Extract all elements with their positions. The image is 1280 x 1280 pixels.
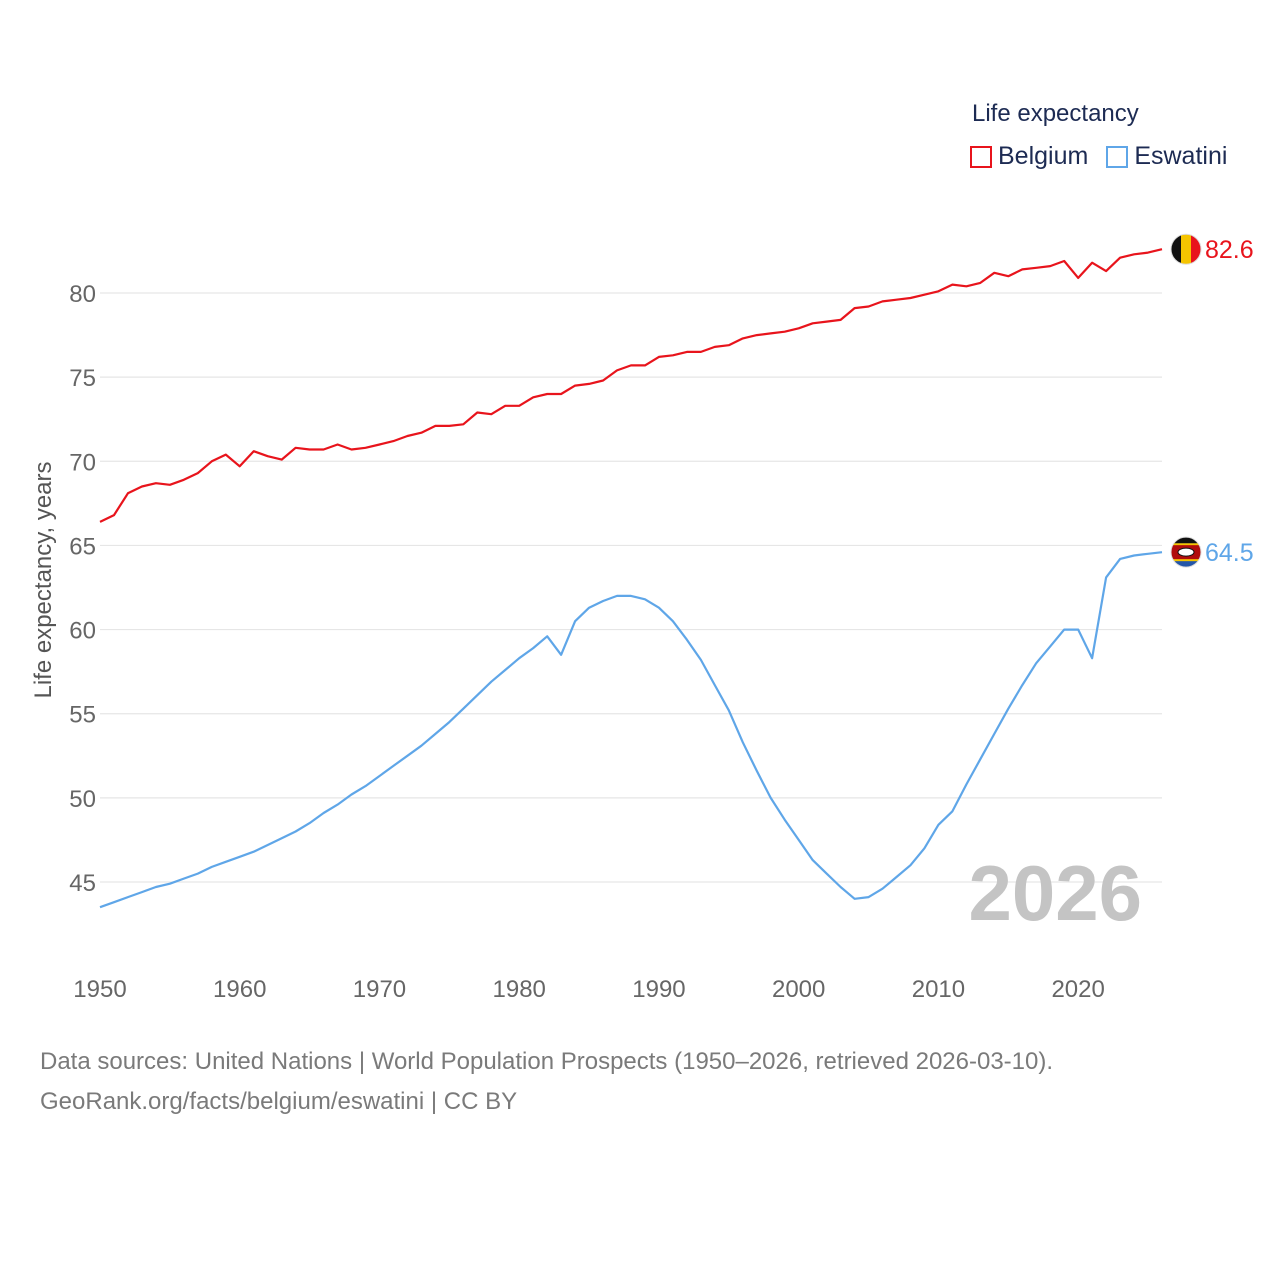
grid-lines [100,292,1162,883]
y-tick-label: 80 [69,281,96,308]
y-tick-label: 45 [69,870,96,897]
legend-swatch-belgium [970,145,992,168]
legend-label-belgium: Belgium [998,142,1089,170]
y-tick-label: 75 [69,365,96,392]
x-tick-label: 2000 [772,976,825,1003]
year-watermark: 2026 [968,849,1142,937]
end-label-eswatini: 64.5 [1205,539,1254,567]
flag-eswatini-icon [1170,536,1202,568]
x-tick-label: 2020 [1051,976,1104,1003]
y-tick-label: 50 [69,786,96,813]
x-tick-label: 1970 [353,976,406,1003]
legend-item-eswatini[interactable]: Eswatini [1106,142,1227,171]
legend-item-belgium[interactable]: Belgium [970,142,1088,171]
x-tick-label: 1980 [493,976,546,1003]
end-markers: 82.6 64.5 [1170,233,1254,568]
footer-sources: Data sources: United Nations | World Pop… [40,1048,1054,1075]
legend-swatch-eswatini [1106,145,1129,168]
footer: Data sources: United Nations | World Pop… [40,1042,1053,1122]
x-tick-label: 1950 [73,976,126,1003]
y-tick-label: 55 [69,702,96,729]
series-line-eswatini [99,551,1163,909]
legend-label-eswatini: Eswatini [1134,142,1228,170]
y-tick-label: 60 [69,618,96,645]
legend: Belgium Eswatini [970,142,1245,171]
x-axis-ticks: 1950 1960 1970 1980 1990 2000 2010 2020 [73,976,1105,1003]
footer-credit[interactable]: GeoRank.org/facts/belgium/eswatini | CC … [40,1088,518,1115]
end-label-belgium: 82.6 [1205,236,1254,264]
x-tick-label: 2010 [912,976,965,1003]
y-tick-label: 65 [69,533,96,560]
flag-belgium-icon [1170,233,1202,265]
x-tick-label: 1990 [632,976,685,1003]
y-axis-label: Life expectancy, years [30,461,57,698]
legend-title: Life expectancy [972,100,1139,127]
x-tick-label: 1960 [213,976,266,1003]
series-line-belgium [99,248,1163,523]
y-axis-ticks: 45 50 55 60 65 70 75 80 [69,281,96,897]
series-lines [99,248,1163,909]
y-tick-label: 70 [69,449,96,476]
